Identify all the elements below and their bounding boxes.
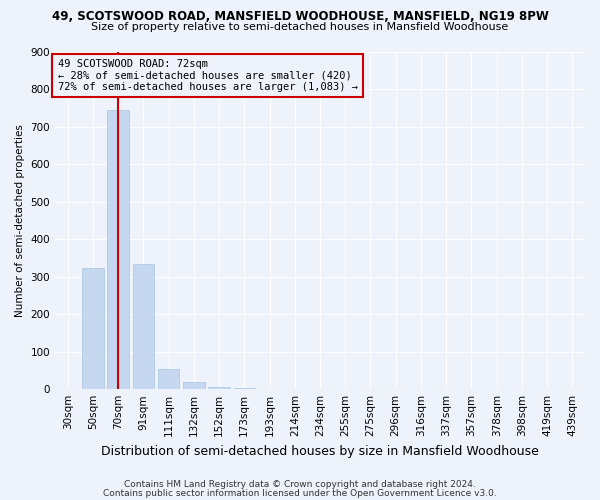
Bar	[82, 268, 104, 389]
Text: 49, SCOTSWOOD ROAD, MANSFIELD WOODHOUSE, MANSFIELD, NG19 8PW: 49, SCOTSWOOD ROAD, MANSFIELD WOODHOUSE,…	[52, 10, 548, 23]
Bar	[158, 368, 179, 389]
Text: Contains public sector information licensed under the Open Government Licence v3: Contains public sector information licen…	[103, 488, 497, 498]
Text: Contains HM Land Registry data © Crown copyright and database right 2024.: Contains HM Land Registry data © Crown c…	[124, 480, 476, 489]
Bar	[233, 388, 255, 389]
Text: 49 SCOTSWOOD ROAD: 72sqm
← 28% of semi-detached houses are smaller (420)
72% of : 49 SCOTSWOOD ROAD: 72sqm ← 28% of semi-d…	[58, 59, 358, 92]
Bar	[133, 264, 154, 389]
Bar	[183, 382, 205, 389]
Text: Size of property relative to semi-detached houses in Mansfield Woodhouse: Size of property relative to semi-detach…	[91, 22, 509, 32]
Bar	[208, 388, 230, 389]
Y-axis label: Number of semi-detached properties: Number of semi-detached properties	[15, 124, 25, 317]
Bar	[107, 110, 129, 389]
X-axis label: Distribution of semi-detached houses by size in Mansfield Woodhouse: Distribution of semi-detached houses by …	[101, 444, 539, 458]
